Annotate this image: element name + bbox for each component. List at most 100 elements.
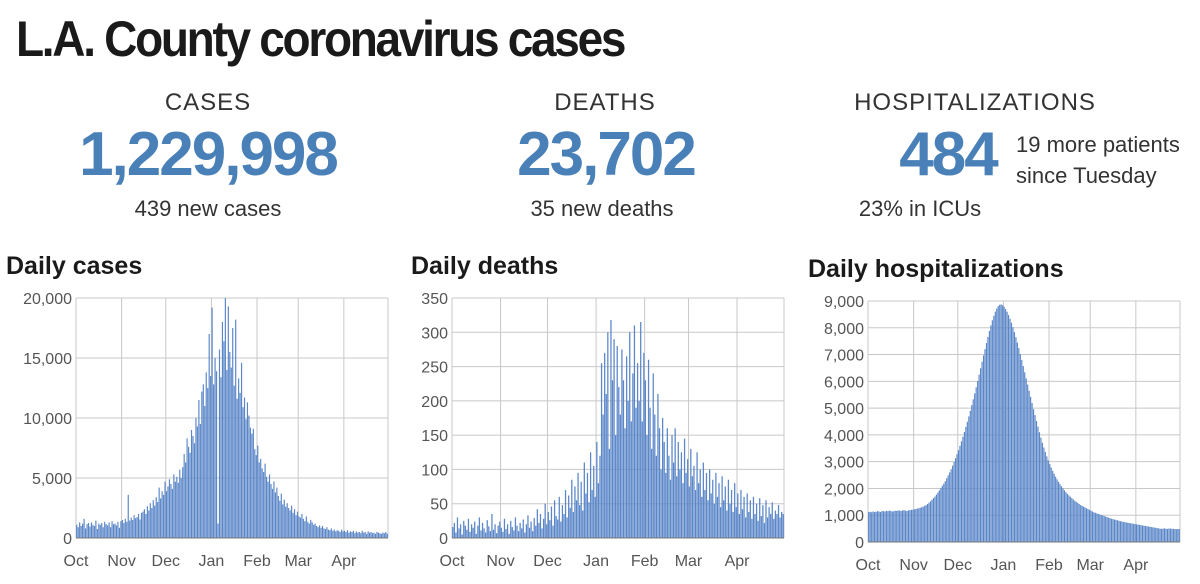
cases-bar (285, 506, 287, 538)
deaths-bar (732, 511, 734, 538)
cases-bar (358, 532, 360, 538)
hospitalizations-bar (893, 511, 895, 542)
cases-bar (133, 515, 135, 538)
cases-bar (105, 524, 107, 538)
hospitalizations-bar (1028, 390, 1030, 542)
cases-bar (107, 525, 109, 538)
cases-bar (268, 474, 271, 538)
cases-bar (214, 358, 216, 538)
deaths-bar (508, 533, 510, 538)
deaths-bar (571, 479, 573, 538)
deaths-bar (674, 428, 676, 538)
hospitalizations-bar (1069, 496, 1071, 542)
cases-xtick-label: Nov (107, 553, 135, 570)
deaths-bar (466, 529, 468, 538)
deaths-bar (578, 505, 581, 538)
cases-bar (316, 526, 318, 538)
hospitalizations-bar (1015, 337, 1017, 542)
cases-bar (136, 517, 138, 538)
hospitalizations-bar (1041, 442, 1043, 542)
deaths-bar (463, 520, 465, 538)
deaths-bar (641, 421, 643, 538)
hospitalizations-bar (906, 510, 908, 542)
hospitalizations-bar (931, 499, 933, 542)
cases-bar (302, 518, 304, 538)
hospitalizations-bar (1040, 437, 1042, 542)
cases-xtick-label: Dec (152, 553, 180, 570)
hospitalizations-bar (1012, 327, 1014, 542)
cases-bar (135, 518, 137, 538)
cases-bar (305, 516, 307, 538)
deaths-bar (748, 511, 750, 538)
cases-bar (279, 500, 281, 538)
hospitalizations-xtick-label: Mar (1076, 557, 1104, 574)
hospitalizations-bar (987, 336, 989, 542)
hospitalizations-bar (988, 330, 991, 542)
cases-bar (217, 523, 219, 538)
hospitalizations-bar (929, 501, 932, 542)
deaths-bar (596, 442, 598, 538)
cases-bar (123, 523, 125, 538)
hospitalizations-bar (1047, 460, 1049, 542)
hospitalizations-bar (1093, 512, 1095, 542)
hospitalizations-bar (968, 416, 970, 542)
cases-bar (182, 467, 184, 538)
cases-bar (205, 372, 207, 538)
cases-bar (201, 391, 203, 538)
cases-bar (92, 524, 94, 538)
hospitalizations-bar (1133, 523, 1135, 542)
hospitalizations-bar (1134, 524, 1136, 542)
hospitalizations-bar (901, 510, 904, 542)
deaths-bar (723, 500, 725, 538)
deaths-bar (635, 407, 637, 538)
cases-bar (307, 521, 309, 538)
hospitalizations-bar (937, 492, 939, 542)
deaths-bar (669, 479, 672, 538)
cases-bar (101, 523, 103, 538)
deaths-bar (602, 414, 604, 538)
cases-bar (374, 533, 377, 538)
deaths-bar (774, 510, 777, 538)
hospitalizations-bar (943, 483, 945, 542)
deaths-bar (521, 528, 523, 538)
cases-bar (227, 306, 229, 538)
cases-bar (371, 533, 374, 538)
deaths-bar (696, 452, 698, 538)
hospitalizations-bar (971, 405, 973, 542)
deaths-bar (735, 507, 737, 538)
hospitalizations-bar (1169, 528, 1172, 542)
hospitalizations-bar (1156, 528, 1158, 542)
cases-bar (183, 454, 185, 538)
deaths-bar (586, 472, 589, 538)
deaths-bar (691, 476, 694, 538)
hospitalizations-bar (966, 421, 968, 542)
deaths-bar (773, 518, 775, 538)
cases-bar (317, 527, 319, 538)
hospitalizations-bar (950, 469, 952, 542)
cases-bar (151, 508, 153, 538)
hospitalizations-bar (1088, 509, 1091, 542)
cases-bar (330, 528, 332, 538)
cases-bar (295, 515, 297, 538)
hospitalizations-bar (1141, 525, 1144, 542)
hospitalizations-bar (956, 454, 958, 542)
cases-bar (386, 533, 388, 538)
deaths-bar (535, 525, 537, 538)
deaths-bar (668, 455, 670, 538)
hospitalizations-bar (993, 315, 995, 542)
deaths-bar (485, 532, 487, 538)
deaths-bar (525, 524, 528, 538)
deaths-bar (477, 525, 479, 538)
cases-bar (96, 529, 98, 538)
hospitalizations-change-note: 19 more patients since Tuesday (1016, 132, 1180, 188)
hospitalizations-bar (1109, 518, 1111, 542)
cases-bar (132, 520, 134, 538)
cases-bar (229, 352, 231, 538)
deaths-bar (486, 520, 488, 538)
cases-bar (326, 527, 328, 538)
hospitalizations-bar (1124, 522, 1126, 542)
hospitalizations-bar (932, 498, 935, 542)
cases-bar (104, 521, 106, 538)
cases-bar (364, 532, 366, 538)
hospitalizations-bar (922, 506, 924, 542)
